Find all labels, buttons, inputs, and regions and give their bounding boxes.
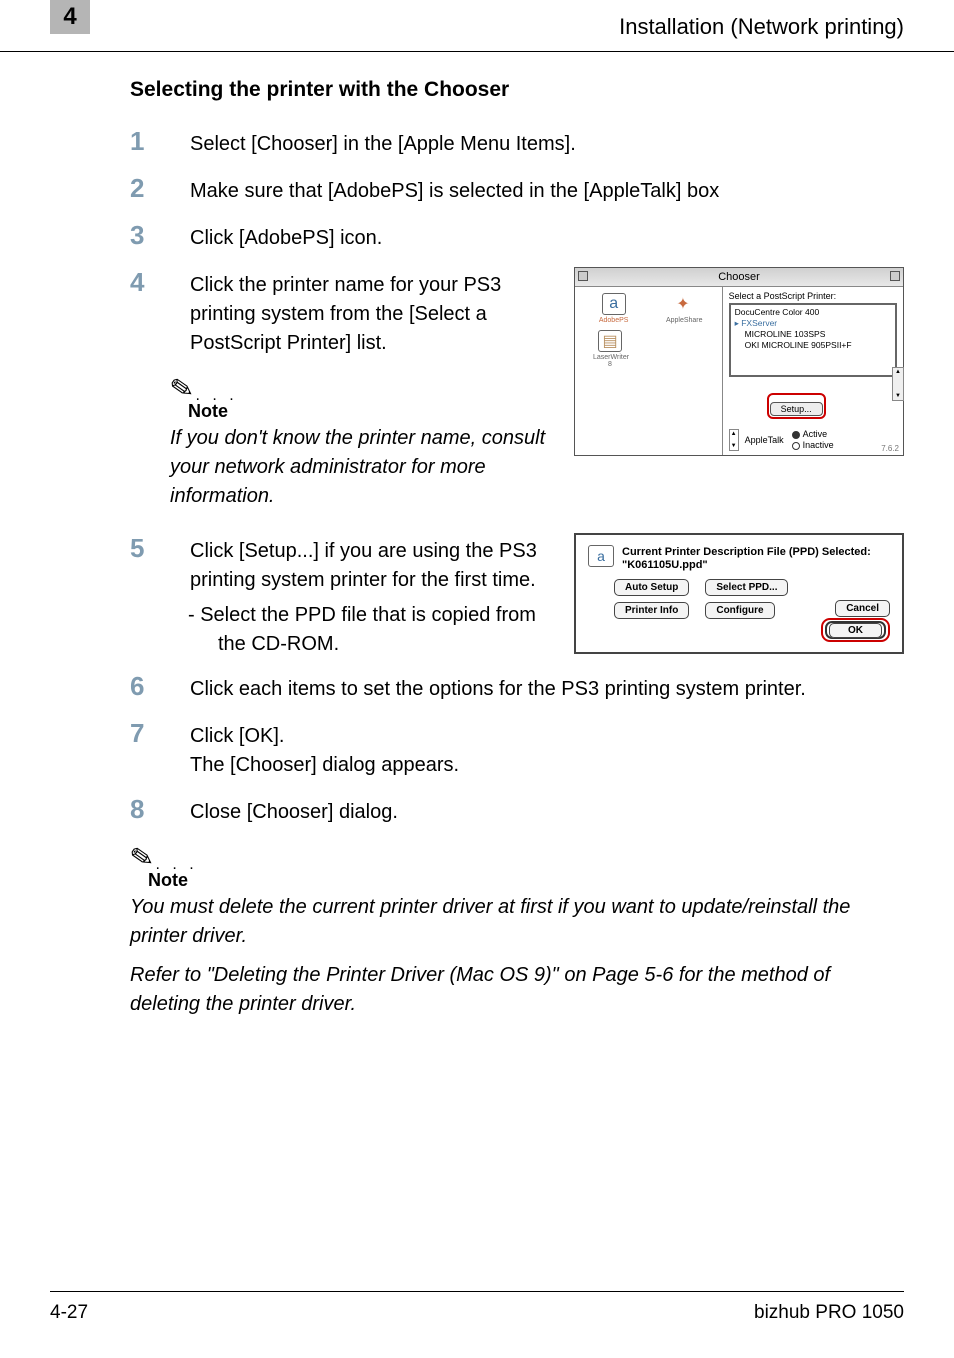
chooser-window: Chooser a AdobePS ✦ AppleShare xyxy=(574,267,904,456)
ppd-title: Current Printer Description File (PPD) S… xyxy=(622,545,871,559)
section-title: Selecting the printer with the Chooser xyxy=(130,78,904,102)
page-header: 4 Installation (Network printing) xyxy=(0,0,954,52)
chooser-title-text: Chooser xyxy=(718,271,760,283)
product-name: bizhub PRO 1050 xyxy=(754,1302,904,1324)
step-7-extra: The [Chooser] dialog appears. xyxy=(190,754,459,776)
step-text: Close [Chooser] dialog. xyxy=(190,794,904,827)
chooser-left-panel: a AdobePS ✦ AppleShare ▤ LaserWrit xyxy=(575,287,723,455)
appletalk-row: ▲▼ AppleTalk Active Inactive xyxy=(729,429,897,451)
ok-highlight: OK xyxy=(821,618,890,642)
select-ppd-button[interactable]: Select PPD... xyxy=(705,579,788,596)
step-text: Click the printer name for your PS3 prin… xyxy=(190,267,556,358)
page-number: 4-27 xyxy=(50,1302,88,1324)
radio-active[interactable] xyxy=(792,431,800,439)
ppd-button-row-2: Printer Info Configure Cancel OK xyxy=(614,602,890,642)
ppd-filename: "K061105U.ppd" xyxy=(622,559,871,571)
step-text: Click [AdobePS] icon. xyxy=(190,220,904,253)
ok-button[interactable]: OK xyxy=(829,623,882,638)
step-6: 6 Click each items to set the options fo… xyxy=(130,671,904,704)
ppd-header-row: a Current Printer Description File (PPD)… xyxy=(588,545,890,571)
setup-button[interactable]: Setup... xyxy=(770,402,823,416)
ppd-button-row-1: Auto Setup Select PPD... xyxy=(614,579,890,596)
chooser-titlebar: Chooser xyxy=(575,268,903,287)
step-number: 6 xyxy=(130,671,190,699)
laserwriter-icon[interactable]: ▤ LaserWriter 8 xyxy=(593,330,627,368)
chooser-right-panel: Select a PostScript Printer: DocuCentre … xyxy=(723,287,903,455)
adobeps-icon[interactable]: a AdobePS xyxy=(597,293,631,324)
printer-info-button[interactable]: Printer Info xyxy=(614,602,689,619)
appleshare-icon[interactable]: ✦ AppleShare xyxy=(666,293,700,324)
list-scrollbar[interactable]: ▲▼ xyxy=(892,367,904,401)
step-number: 3 xyxy=(130,220,190,248)
icon-label: AppleShare xyxy=(666,317,700,324)
list-item[interactable]: DocuCentre Color 400 xyxy=(735,307,891,318)
step-number: 4 xyxy=(130,267,190,295)
note-text-2: Refer to "Deleting the Printer Driver (M… xyxy=(130,961,904,1019)
radio-inactive[interactable] xyxy=(792,442,800,450)
note-2: ✎. . . Note You must delete the current … xyxy=(130,841,904,1019)
chapter-number: 4 xyxy=(50,0,90,34)
step-7: 7 Click [OK]. The [Chooser] dialog appea… xyxy=(130,718,904,780)
setup-highlight: Setup... xyxy=(767,393,826,419)
step-5-row: 5 Click [Setup...] if you are using the … xyxy=(130,533,904,659)
page-content: Selecting the printer with the Chooser 1… xyxy=(130,78,904,1029)
chooser-body: a AdobePS ✦ AppleShare ▤ LaserWrit xyxy=(575,287,903,455)
zone-scrollbar[interactable]: ▲▼ xyxy=(729,429,739,451)
note-label: Note xyxy=(188,401,556,422)
auto-setup-button[interactable]: Auto Setup xyxy=(614,579,689,596)
step-number: 1 xyxy=(130,126,190,154)
step-text: Make sure that [AdobePS] is selected in … xyxy=(190,173,904,206)
note-label: Note xyxy=(148,870,904,891)
printer-icon: a xyxy=(588,545,614,567)
step-8: 8 Close [Chooser] dialog. xyxy=(130,794,904,827)
step-4: 4 Click the printer name for your PS3 pr… xyxy=(130,267,556,358)
step-4-row: 4 Click the printer name for your PS3 pr… xyxy=(130,267,904,521)
note-1: ✎. . . Note If you don't know the printe… xyxy=(170,372,556,511)
page-footer: 4-27 bizhub PRO 1050 xyxy=(50,1291,904,1324)
step-text: Click [Setup...] if you are using the PS… xyxy=(190,533,556,595)
step-number: 8 xyxy=(130,794,190,822)
note-text: If you don't know the printer name, cons… xyxy=(170,424,556,511)
icon-label: AdobePS xyxy=(597,317,631,324)
window-collapse-icon[interactable] xyxy=(890,271,900,281)
step-3: 3 Click [AdobePS] icon. xyxy=(130,220,904,253)
list-item[interactable]: ▸ FXServer xyxy=(735,318,891,329)
list-item[interactable]: OKI MICROLINE 905PSII+F xyxy=(735,340,891,351)
list-item[interactable]: MICROLINE 103SPS xyxy=(735,329,891,340)
step-2: 2 Make sure that [AdobePS] is selected i… xyxy=(130,173,904,206)
header-title: Installation (Network printing) xyxy=(619,14,904,40)
step-number: 2 xyxy=(130,173,190,201)
active-label: Active xyxy=(803,429,828,439)
cancel-button[interactable]: Cancel xyxy=(835,600,890,617)
ppd-dialog: a Current Printer Description File (PPD)… xyxy=(574,533,904,654)
icon-label: LaserWriter 8 xyxy=(593,354,627,368)
step-5-sub: - Select the PPD file that is copied fro… xyxy=(188,601,556,659)
appletalk-label: AppleTalk xyxy=(745,435,784,445)
note-text-1: You must delete the current printer driv… xyxy=(130,893,904,951)
printer-list[interactable]: DocuCentre Color 400 ▸ FXServer MICROLIN… xyxy=(729,303,897,377)
inactive-label: Inactive xyxy=(803,440,834,450)
step-text: Click [OK]. The [Chooser] dialog appears… xyxy=(190,718,904,780)
step-7-main: Click [OK]. xyxy=(190,725,284,747)
note-icon: ✎ xyxy=(127,839,156,876)
step-number: 5 xyxy=(130,533,190,561)
step-1: 1 Select [Chooser] in the [Apple Menu It… xyxy=(130,126,904,159)
window-close-icon[interactable] xyxy=(578,271,588,281)
version-label: 7.6.2 xyxy=(881,444,899,453)
select-printer-label: Select a PostScript Printer: xyxy=(729,291,897,301)
step-number: 7 xyxy=(130,718,190,746)
step-text: Select [Chooser] in the [Apple Menu Item… xyxy=(190,126,904,159)
note-icon: ✎ xyxy=(167,370,196,407)
configure-button[interactable]: Configure xyxy=(705,602,774,619)
step-5: 5 Click [Setup...] if you are using the … xyxy=(130,533,556,595)
step-text: Click each items to set the options for … xyxy=(190,671,904,704)
